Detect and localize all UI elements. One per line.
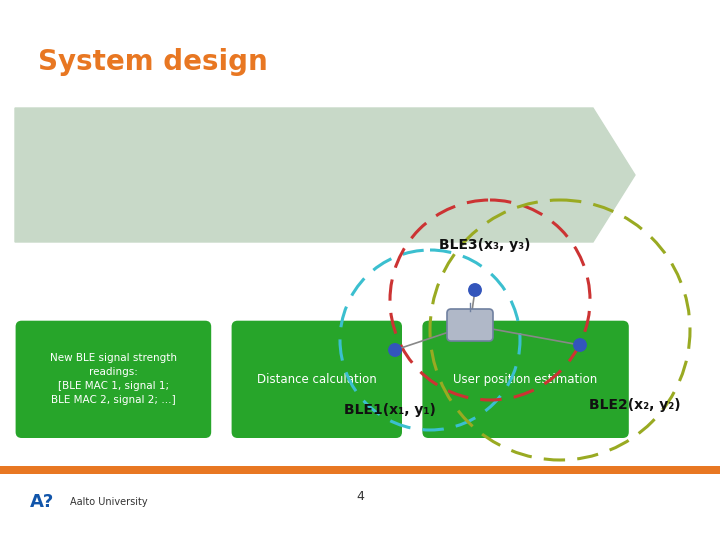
Text: A?: A?: [30, 493, 54, 511]
Bar: [0, 466, 720, 474]
Text: Distance calculation: Distance calculation: [257, 373, 377, 386]
Text: BLE3(x₃, y₃): BLE3(x₃, y₃): [439, 238, 531, 252]
FancyBboxPatch shape: [447, 309, 493, 341]
Text: Aalto University: Aalto University: [70, 497, 148, 507]
Text: User position estimation: User position estimation: [454, 373, 598, 386]
FancyBboxPatch shape: [232, 321, 402, 438]
Text: New BLE signal strength
readings:
[BLE MAC 1, signal 1;
BLE MAC 2, signal 2; …]: New BLE signal strength readings: [BLE M…: [50, 353, 177, 406]
Text: BLE2(x₂, y₂): BLE2(x₂, y₂): [589, 398, 681, 412]
Point: [469, 286, 481, 294]
Point: [575, 341, 586, 349]
FancyBboxPatch shape: [16, 321, 211, 438]
FancyBboxPatch shape: [423, 321, 629, 438]
Text: 4: 4: [356, 489, 364, 503]
Text: BLE1(x₁, y₁): BLE1(x₁, y₁): [344, 403, 436, 417]
Text: System design: System design: [38, 48, 268, 76]
Point: [390, 346, 401, 354]
FancyArrow shape: [15, 108, 635, 242]
